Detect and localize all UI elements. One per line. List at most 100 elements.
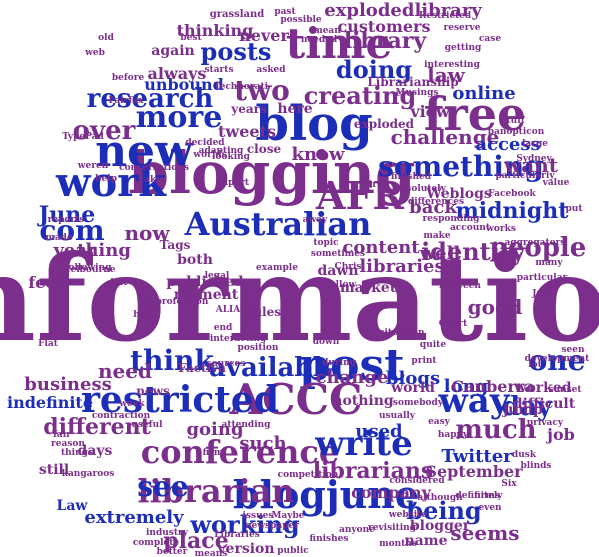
word-anyone: anyone <box>339 525 375 535</box>
word-large: large <box>522 139 548 149</box>
word-competition: competition <box>278 470 339 480</box>
word-six: Six <box>501 479 517 489</box>
word-posts: posts <box>201 37 272 66</box>
word-interesting: interesting <box>424 60 481 70</box>
word-aggregators: aggregators <box>505 238 566 248</box>
word-particularly: particularly <box>495 171 555 181</box>
word-long: long <box>444 376 489 397</box>
word-left: left <box>110 278 128 288</box>
word-accc: ACCC <box>229 375 363 424</box>
word-industry: industry <box>146 528 189 538</box>
word-firms: firms <box>474 491 500 501</box>
word-means: means <box>195 549 228 557</box>
word-twitter: Twitter <box>441 446 513 467</box>
word-website: website <box>388 510 427 520</box>
word-good: good <box>468 295 523 319</box>
word-worked: worked <box>513 380 571 396</box>
word-quite: quite <box>420 340 446 350</box>
word-made: made <box>45 233 73 243</box>
word-starts: starts <box>204 65 233 75</box>
word-librarian: librarian <box>137 472 294 510</box>
word-need: need <box>98 359 152 383</box>
word-differences: differences <box>408 197 464 207</box>
word-post: post <box>299 340 405 391</box>
word-make: make <box>423 231 451 241</box>
word-fair: fair <box>53 430 71 440</box>
word-possible: possible <box>280 15 322 25</box>
word-past: past <box>274 7 296 17</box>
word-kangaroos: kangaroos <box>62 469 115 479</box>
word-grassland: grassland <box>210 9 265 20</box>
word-company: company <box>351 483 432 502</box>
word-although: although <box>417 493 463 503</box>
word-worlds: worlds <box>192 150 226 160</box>
word-apart: Apart <box>220 178 250 188</box>
word-something: something <box>378 150 544 183</box>
word-online: online <box>452 83 515 104</box>
word-technorati: Technorati <box>214 82 269 92</box>
word-librarians: librarians <box>313 458 434 484</box>
word-print: print <box>411 356 437 366</box>
word-following: following <box>65 263 112 273</box>
word-take: take <box>140 175 162 185</box>
word-again: again <box>151 43 194 59</box>
word-value: value <box>542 178 570 188</box>
word-news: news <box>136 384 170 398</box>
word-sydney: Sydney <box>516 154 552 164</box>
word-blogs: blogs <box>386 368 440 389</box>
word-firm: firm <box>203 448 224 458</box>
word-blog: blog <box>255 96 372 152</box>
word-one: one <box>529 344 586 377</box>
word-during: during <box>322 358 357 368</box>
word-blogger: blogger <box>410 518 471 534</box>
word-new: new <box>95 126 194 177</box>
word-fairfax: Fairfax <box>109 96 145 106</box>
word-public: public <box>277 546 309 556</box>
word-view: view <box>409 102 451 121</box>
word-jump: jump <box>501 402 543 418</box>
word-challenge: challenge <box>391 125 500 149</box>
word-thinking: thinking <box>177 21 254 40</box>
word-librarianship: Librarianship <box>367 75 458 89</box>
word-being: being <box>406 496 482 525</box>
word-panopticon: panopticon <box>488 127 545 137</box>
word-sometimes: sometimes <box>311 249 365 259</box>
word-week: week <box>118 399 145 409</box>
word-year: year <box>52 240 97 261</box>
word-always: always <box>148 64 207 83</box>
word-published: published <box>166 274 243 290</box>
word-newspaper: newspaper <box>245 521 299 531</box>
word-melbourne: Melbourne <box>61 265 116 275</box>
word-facebook: Facebook <box>488 189 536 199</box>
word-privacy: privacy <box>527 418 564 428</box>
word-canberra: Canberra <box>451 377 534 396</box>
word-tweets: tweets <box>218 122 276 141</box>
word-work: work <box>55 159 167 206</box>
word-considered: considered <box>389 476 445 486</box>
word-restricted: restricted <box>81 379 279 421</box>
word-complete: complete <box>133 538 180 548</box>
word-definitely: definitely <box>455 491 503 501</box>
word-looking: looking <box>212 152 251 162</box>
word-weren: weren <box>77 161 109 171</box>
word-well: well <box>419 243 461 264</box>
word-blogging: blogging <box>128 139 415 207</box>
word-first: first <box>366 180 387 190</box>
word-help: help <box>95 174 117 184</box>
word-rules: rules <box>247 305 281 319</box>
word-see: see <box>137 470 188 503</box>
word-indefinite: indefinite <box>7 393 93 412</box>
word-both: both <box>177 252 213 268</box>
word-even: even <box>478 503 502 513</box>
word-many: many <box>535 258 563 268</box>
word-sunset: sunset <box>548 385 582 395</box>
word-think: think <box>130 344 214 377</box>
word-creating: creating <box>304 81 417 110</box>
word-name: name <box>405 533 448 549</box>
word-change: change <box>316 367 389 388</box>
word-usually: usually <box>379 411 416 421</box>
word-conference: conference <box>141 433 340 471</box>
word-world: world <box>390 380 435 396</box>
